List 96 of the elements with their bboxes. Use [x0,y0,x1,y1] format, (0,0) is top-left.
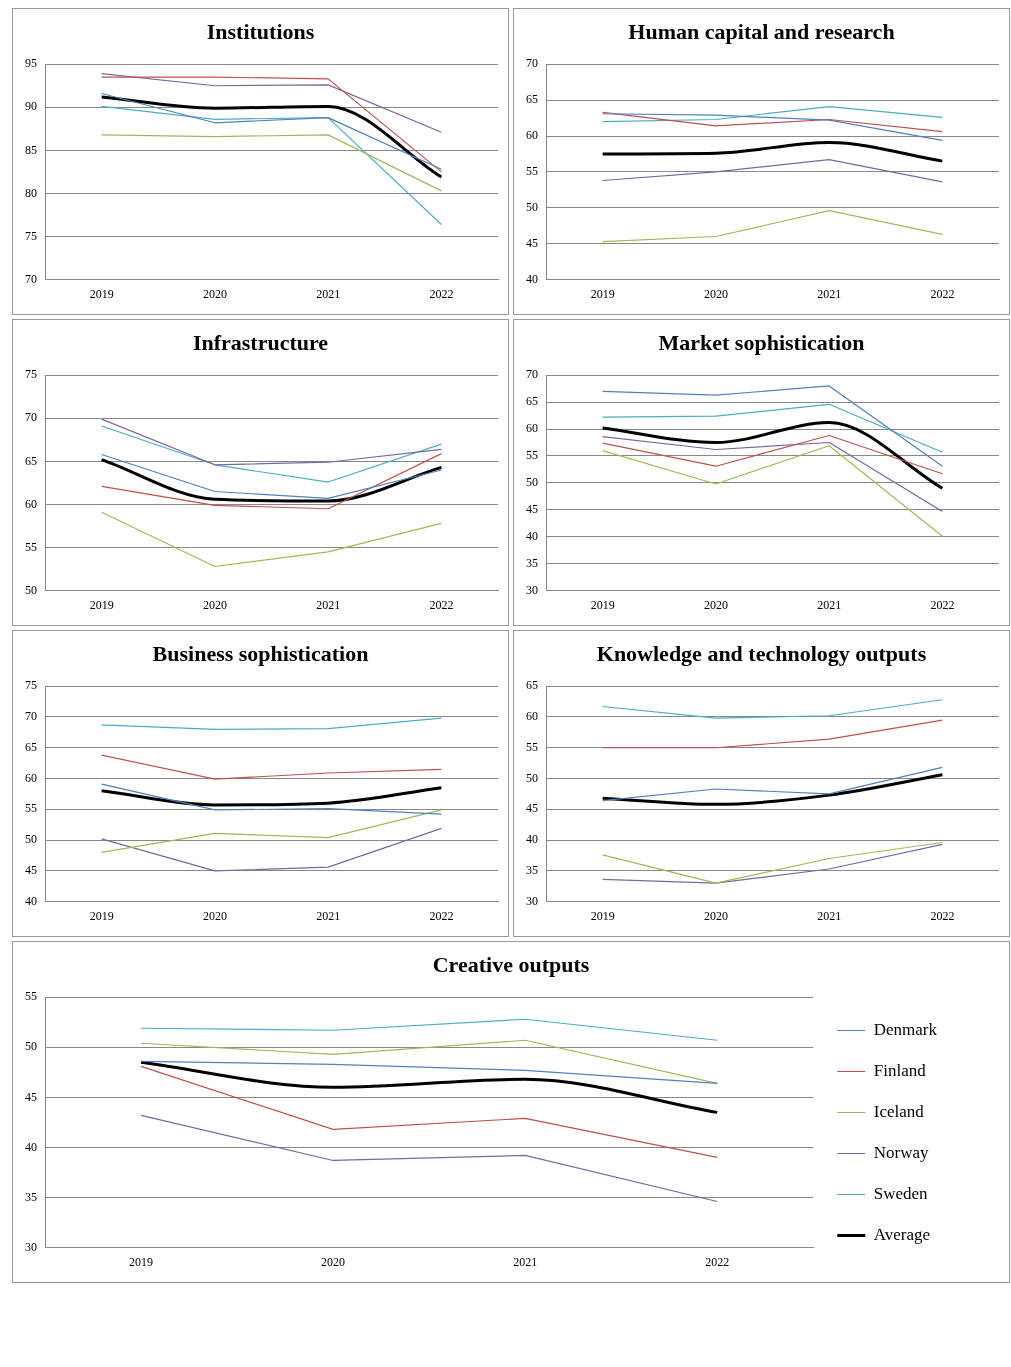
y-tick-label: 55 [526,448,538,463]
y-tick-label: 35 [526,862,538,877]
y-tick-label: 40 [25,1139,37,1154]
line-series [100,786,443,807]
y-tick-label: 40 [526,528,538,543]
x-tick-label: 2020 [321,1254,346,1269]
x-tick-label: 2019 [89,597,114,612]
y-tick-label: 60 [526,709,538,724]
y-tick-label: 95 [25,56,37,71]
x-tick-label: 2020 [703,908,728,923]
y-tick-label: 85 [25,142,37,157]
y-tick-label: 80 [25,185,37,200]
y-tick-label: 45 [526,801,538,816]
y-tick-label: 45 [526,235,538,250]
x-tick-label: 2020 [202,908,227,923]
legend-label: Average [873,1224,931,1244]
y-tick-label: 45 [25,862,37,877]
y-tick-label: 70 [25,709,37,724]
x-tick-label: 2020 [703,597,728,612]
y-tick-label: 45 [25,1089,37,1104]
y-tick-label: 70 [526,367,538,382]
y-tick-label: 40 [526,271,538,286]
chart-title: Human capital and research [627,18,896,46]
x-tick-label: 2021 [817,908,842,923]
line-series [601,140,944,163]
y-tick-label: 65 [25,739,37,754]
y-tick-label: 35 [25,1189,37,1204]
x-tick-label: 2022 [429,286,454,301]
chart-title: Infrastructure [191,329,330,357]
y-tick-label: 70 [25,271,37,286]
line-series [601,421,944,490]
y-tick-label: 30 [25,1239,37,1254]
y-tick-label: 40 [25,893,37,908]
y-tick-label: 70 [526,56,538,71]
y-tick-label: 65 [526,92,538,107]
x-tick-label: 2019 [129,1254,154,1269]
y-tick-label: 65 [25,453,37,468]
x-tick-label: 2022 [429,597,454,612]
chart-title: Market sophistication [657,329,866,357]
y-tick-label: 55 [526,164,538,179]
line-series [139,1060,719,1114]
legend-label: Denmark [873,1019,938,1039]
x-tick-label: 2021 [817,597,842,612]
x-tick-label: 2019 [590,908,615,923]
y-tick-label: 55 [25,539,37,554]
y-tick-label: 55 [25,801,37,816]
x-tick-label: 2021 [513,1254,538,1269]
legend-label: Sweden [873,1183,929,1203]
y-tick-label: 75 [25,367,37,382]
legend-label: Finland [873,1060,927,1080]
x-tick-label: 2019 [89,908,114,923]
y-tick-label: 55 [526,739,538,754]
y-tick-label: 60 [25,496,37,511]
y-tick-label: 65 [526,678,538,693]
x-tick-label: 2020 [202,597,227,612]
x-tick-label: 2020 [202,286,227,301]
x-tick-label: 2021 [316,597,341,612]
y-tick-label: 45 [526,501,538,516]
y-tick-label: 30 [526,582,538,597]
chart-title: Business sophistication [151,640,370,668]
chart-title: Knowledge and technology outputs [595,640,928,668]
y-tick-label: 60 [25,770,37,785]
y-tick-label: 40 [526,832,538,847]
x-tick-label: 2019 [590,286,615,301]
x-tick-label: 2021 [316,908,341,923]
x-tick-label: 2022 [930,286,955,301]
y-tick-label: 50 [526,770,538,785]
x-tick-label: 2021 [316,286,341,301]
x-tick-label: 2022 [930,597,955,612]
y-tick-label: 35 [526,555,538,570]
y-tick-label: 75 [25,228,37,243]
x-tick-label: 2020 [703,286,728,301]
legend-label: Iceland [873,1101,925,1121]
x-tick-label: 2021 [817,286,842,301]
x-tick-label: 2019 [590,597,615,612]
legend-label: Norway [873,1142,930,1162]
y-tick-label: 60 [526,421,538,436]
y-tick-label: 70 [25,410,37,425]
x-tick-label: 2022 [429,908,454,923]
x-tick-label: 2022 [930,908,955,923]
y-tick-label: 50 [526,199,538,214]
y-tick-label: 50 [25,1039,37,1054]
y-tick-label: 90 [25,99,37,114]
y-tick-label: 55 [25,989,37,1004]
line-series [601,773,944,806]
y-tick-label: 30 [526,893,538,908]
y-tick-label: 60 [526,128,538,143]
chart-title: Institutions [205,18,316,46]
y-tick-label: 50 [25,582,37,597]
chart-title: Creative outputs [431,951,591,979]
y-tick-label: 75 [25,678,37,693]
y-tick-label: 65 [526,394,538,409]
x-tick-label: 2019 [89,286,114,301]
y-tick-label: 50 [526,475,538,490]
y-tick-label: 50 [25,832,37,847]
x-tick-label: 2022 [705,1254,730,1269]
